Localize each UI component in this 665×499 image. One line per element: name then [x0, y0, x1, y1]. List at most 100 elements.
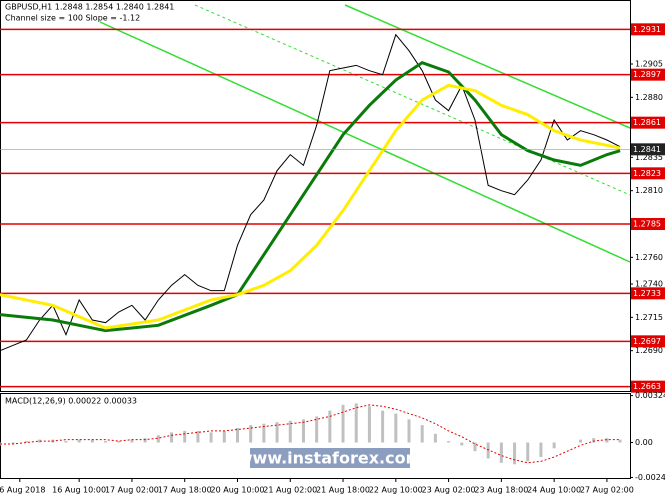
level-label: 1.2897: [633, 70, 661, 79]
x-tick-label: 24 Aug 10:00: [527, 486, 581, 495]
macd-bar: [90, 439, 94, 443]
level-box: [631, 116, 665, 129]
y-tick-label: 1.2880: [635, 93, 663, 102]
macd-bar: [38, 439, 42, 443]
macd-bar: [235, 428, 239, 443]
macd-bar: [460, 442, 464, 446]
level-box: [631, 287, 665, 300]
x-tick-label: 16 Aug 2018: [0, 486, 45, 495]
level-label: 1.2785: [633, 220, 661, 229]
macd-bar: [143, 438, 147, 443]
macd-bar: [433, 433, 437, 443]
level-label: 1.2697: [633, 337, 661, 346]
macd-frame: [0, 393, 631, 479]
macd-bar: [11, 442, 15, 444]
chart-subtitle: Channel size = 100 Slope = -1.12: [5, 14, 140, 23]
macd-bar: [420, 425, 424, 443]
macd-bar: [526, 442, 530, 462]
y-tick-label: 0.00324: [635, 391, 665, 400]
price-line: [0, 83, 621, 330]
chart-title: GBPUSD,H1 1.2848 1.2854 1.2840 1.2841: [5, 3, 174, 12]
macd-bar: [130, 439, 134, 443]
y-tick-label: 1.2740: [635, 280, 663, 289]
macd-bar: [117, 441, 121, 443]
macd-bar: [605, 438, 609, 443]
macd-bar: [262, 423, 266, 443]
macd-bar: [407, 419, 411, 443]
macd-bar: [104, 441, 108, 443]
macd-bar: [579, 439, 583, 443]
channel-lower: [99, 21, 631, 263]
level-box: [631, 380, 665, 393]
level-box: [631, 23, 665, 36]
level-box: [631, 68, 665, 81]
x-tick-label: 23 Aug 02:00: [422, 486, 476, 495]
macd-bar: [24, 441, 28, 443]
y-tick-label: -0.00241: [635, 473, 665, 482]
level-box: [631, 218, 665, 230]
x-tick-label: 17 Aug 02:00: [105, 486, 159, 495]
macd-bar: [170, 432, 174, 443]
watermark-bg: [250, 448, 410, 468]
level-box: [631, 167, 665, 180]
level-label: 1.2861: [633, 118, 661, 127]
macd-bar: [222, 430, 226, 443]
x-tick-label: 21 Aug 18:00: [316, 486, 370, 495]
macd-bar: [367, 406, 371, 443]
y-tick-label: 1.2810: [635, 186, 663, 195]
watermark: www.instaforex.com: [238, 449, 422, 468]
y-tick-label: 1.2715: [635, 313, 663, 322]
x-tick-label: 23 Aug 18:00: [474, 486, 528, 495]
x-tick-label: 17 Aug 18:00: [158, 486, 212, 495]
y-tick-label: 0.00: [635, 438, 653, 447]
x-tick-label: 21 Aug 02:00: [263, 486, 317, 495]
channel-upper: [344, 4, 631, 129]
y-tick-label: 1.2835: [635, 153, 663, 162]
macd-bar: [394, 413, 398, 443]
y-tick-label: 1.2760: [635, 253, 663, 262]
macd-bar: [183, 430, 187, 443]
macd-bar: [315, 416, 319, 443]
price-line: [0, 61, 621, 333]
macd-bar: [288, 420, 292, 443]
price-line: [0, 33, 621, 352]
x-tick-label: 20 Aug 10:00: [211, 486, 265, 495]
y-tick-label: 1.2905: [635, 60, 663, 69]
macd-bar: [539, 442, 543, 457]
level-label: 1.2823: [633, 169, 661, 178]
y-tick-label: 1.2690: [635, 346, 663, 355]
macd-bar: [552, 442, 556, 449]
macd-bar: [381, 410, 385, 443]
macd-bar: [328, 410, 332, 443]
current-price-label: 1.2841: [633, 145, 661, 154]
level-label: 1.2931: [633, 25, 661, 34]
macd-bar: [354, 403, 358, 443]
macd-bar: [156, 435, 160, 443]
x-tick-label: 22 Aug 10:00: [369, 486, 423, 495]
macd-bar: [486, 442, 490, 459]
main-panel: 1.29051.28801.28351.28101.27601.27401.27…: [0, 23, 665, 393]
macd-title: MACD(12,26,9) 0.00022 0.00033: [5, 397, 137, 406]
channel-middle: [194, 4, 631, 196]
macd-bar: [196, 430, 200, 443]
macd-bar: [64, 441, 68, 443]
macd-bar: [341, 404, 345, 443]
macd-panel: 0.00324 0.00 -0.00241 16 Aug 2018 16 Aug 10:…: [0, 391, 665, 495]
macd-bar: [77, 439, 81, 443]
macd-bar: [473, 442, 477, 452]
macd-bar: [447, 441, 451, 443]
macd-bar: [513, 442, 517, 465]
macd-bar: [618, 439, 622, 443]
macd-bar: [499, 442, 503, 463]
level-box: [631, 335, 665, 348]
main-frame: [0, 0, 631, 392]
macd-bar: [249, 425, 253, 443]
level-label: 1.2733: [633, 289, 661, 298]
macd-bar: [592, 438, 596, 443]
macd-bar: [301, 419, 305, 443]
macd-bar: [275, 422, 279, 443]
x-tick-label: 27 Aug 02:00: [580, 486, 634, 495]
x-tick-label: 16 Aug 10:00: [52, 486, 106, 495]
